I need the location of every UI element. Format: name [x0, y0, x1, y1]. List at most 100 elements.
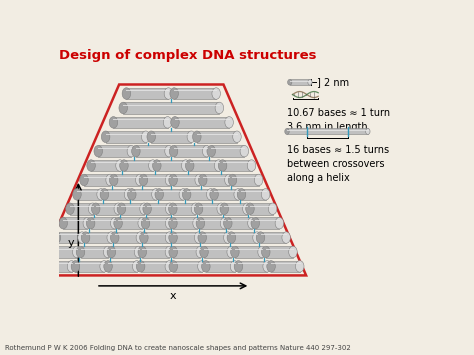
Bar — [231, 232, 257, 243]
Bar — [121, 203, 144, 214]
Ellipse shape — [199, 174, 207, 186]
Text: y: y — [68, 238, 75, 248]
Bar — [124, 160, 153, 171]
Ellipse shape — [215, 102, 224, 114]
Bar — [173, 246, 201, 258]
Bar — [173, 217, 197, 229]
Ellipse shape — [119, 102, 128, 114]
Ellipse shape — [122, 88, 131, 99]
Bar — [159, 189, 183, 200]
Ellipse shape — [234, 261, 243, 272]
Ellipse shape — [198, 232, 207, 243]
Ellipse shape — [137, 261, 145, 272]
Ellipse shape — [109, 116, 118, 128]
Ellipse shape — [220, 203, 228, 214]
Ellipse shape — [195, 174, 203, 186]
Ellipse shape — [127, 146, 136, 157]
Ellipse shape — [138, 246, 146, 258]
Ellipse shape — [193, 217, 201, 229]
Ellipse shape — [202, 146, 211, 157]
Bar — [173, 261, 202, 272]
Ellipse shape — [142, 131, 150, 142]
Ellipse shape — [165, 174, 174, 186]
Bar — [144, 232, 170, 243]
Bar — [187, 189, 211, 200]
Ellipse shape — [91, 203, 100, 214]
Ellipse shape — [76, 246, 85, 258]
Ellipse shape — [248, 217, 256, 229]
Bar — [132, 189, 156, 200]
Ellipse shape — [214, 160, 223, 171]
Ellipse shape — [132, 146, 140, 157]
Bar — [266, 246, 293, 258]
Bar — [204, 246, 231, 258]
Ellipse shape — [267, 261, 275, 272]
Ellipse shape — [227, 232, 236, 243]
Ellipse shape — [194, 203, 203, 214]
Ellipse shape — [147, 131, 155, 142]
Text: x: x — [170, 291, 176, 301]
Bar — [287, 129, 368, 135]
Ellipse shape — [46, 246, 54, 258]
Ellipse shape — [78, 232, 86, 243]
Ellipse shape — [169, 232, 177, 243]
Bar — [214, 189, 238, 200]
Ellipse shape — [253, 232, 261, 243]
Ellipse shape — [170, 88, 178, 99]
Bar — [202, 232, 228, 243]
Ellipse shape — [169, 174, 177, 186]
Bar — [63, 217, 87, 229]
Bar — [50, 246, 77, 258]
Ellipse shape — [169, 146, 178, 157]
Ellipse shape — [153, 160, 161, 171]
Ellipse shape — [116, 160, 124, 171]
Bar — [250, 203, 273, 214]
Ellipse shape — [219, 160, 227, 171]
Ellipse shape — [140, 203, 148, 214]
Ellipse shape — [182, 160, 190, 171]
Ellipse shape — [200, 246, 208, 258]
Text: 10.67 bases ≈ 1 turn
3.6 nm in length: 10.67 bases ≈ 1 turn 3.6 nm in length — [287, 108, 390, 132]
Bar — [81, 246, 108, 258]
Ellipse shape — [120, 160, 128, 171]
Ellipse shape — [110, 232, 119, 243]
Ellipse shape — [179, 189, 188, 200]
Ellipse shape — [132, 261, 141, 272]
Bar — [224, 203, 247, 214]
Ellipse shape — [220, 217, 229, 229]
Ellipse shape — [169, 217, 177, 229]
Text: 16 bases ≈ 1.5 turns
between crossovers
along a helix: 16 bases ≈ 1.5 turns between crossovers … — [287, 145, 389, 183]
Ellipse shape — [73, 189, 81, 200]
Ellipse shape — [88, 203, 97, 214]
Ellipse shape — [136, 232, 145, 243]
Bar — [173, 174, 199, 186]
Bar — [173, 203, 195, 214]
Text: Rothemund P W K 2006 Folding DNA to create nanoscale shapes and patterns Nature : Rothemund P W K 2006 Folding DNA to crea… — [5, 345, 350, 351]
Ellipse shape — [224, 232, 232, 243]
Ellipse shape — [149, 160, 157, 171]
Ellipse shape — [263, 261, 272, 272]
Bar — [70, 203, 92, 214]
Bar — [127, 88, 168, 99]
Bar — [201, 217, 225, 229]
Bar — [235, 246, 262, 258]
Bar — [241, 189, 265, 200]
Bar — [84, 174, 110, 186]
Bar — [203, 174, 229, 186]
Bar — [157, 160, 186, 171]
Ellipse shape — [171, 116, 179, 128]
Ellipse shape — [230, 261, 239, 272]
Text: ] 2 nm: ] 2 nm — [317, 77, 349, 87]
Ellipse shape — [240, 146, 248, 157]
Ellipse shape — [282, 232, 291, 243]
Ellipse shape — [247, 160, 256, 171]
Ellipse shape — [295, 261, 304, 272]
Ellipse shape — [103, 246, 112, 258]
Ellipse shape — [207, 189, 215, 200]
Ellipse shape — [71, 261, 80, 272]
Ellipse shape — [82, 232, 90, 243]
Ellipse shape — [164, 116, 172, 128]
Ellipse shape — [225, 174, 233, 186]
Ellipse shape — [104, 261, 112, 272]
Ellipse shape — [141, 217, 150, 229]
